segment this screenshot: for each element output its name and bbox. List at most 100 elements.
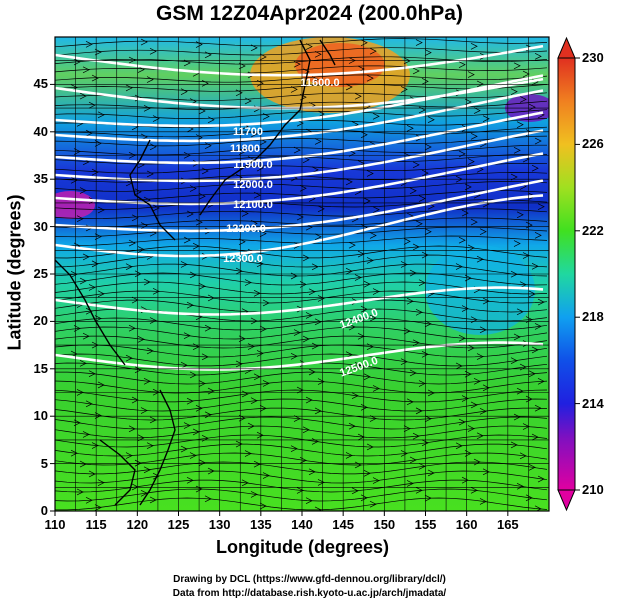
streamline-arrow	[250, 317, 258, 325]
streamline-arrow	[528, 290, 536, 298]
streamline-arrow	[88, 470, 96, 478]
streamline-arrow	[195, 404, 203, 412]
streamline-arrow	[88, 284, 96, 291]
streamline-arrow	[183, 422, 191, 429]
streamline-arrow	[91, 168, 99, 176]
streamline-arrow	[464, 98, 472, 106]
streamline-arrow	[311, 438, 319, 445]
streamline-arrow	[461, 476, 469, 484]
streamline-arrow	[125, 452, 133, 459]
streamline	[55, 162, 548, 174]
streamline-arrow	[259, 502, 267, 510]
streamline-arrow	[250, 220, 258, 227]
streamline-arrow	[131, 483, 139, 491]
streamline-arrow	[372, 385, 380, 392]
streamline-arrow	[482, 115, 490, 123]
streamline	[55, 47, 548, 56]
x-tick-label: 160	[455, 517, 478, 532]
streamline-arrow	[427, 469, 435, 477]
contour-label: 11600.0	[300, 77, 339, 89]
streamline-arrow	[238, 335, 246, 343]
streamline-arrow	[366, 170, 374, 177]
streamline-arrow	[256, 350, 264, 357]
streamline-arrow	[201, 434, 209, 442]
streamline-arrow	[238, 238, 246, 246]
streamline-arrow	[290, 86, 298, 93]
streamline	[55, 317, 548, 331]
streamline	[55, 461, 548, 475]
streamline-arrow	[412, 432, 420, 440]
streamline-arrow	[458, 418, 466, 426]
height-contour	[55, 111, 544, 165]
streamline-arrow	[244, 279, 252, 286]
streamline-arrow	[406, 297, 414, 305]
streamline-arrow	[464, 274, 472, 282]
streamline-arrow	[241, 390, 249, 398]
streamline-arrow	[409, 269, 417, 277]
streamline-arrow	[519, 281, 527, 288]
streamline-arrow	[73, 58, 81, 66]
streamline-arrow	[128, 324, 136, 332]
streamline-arrow	[510, 88, 518, 95]
streamline-arrow	[82, 66, 90, 74]
streamline-arrow	[348, 241, 356, 249]
streamline-arrow	[314, 506, 322, 511]
streamline-arrow	[131, 214, 139, 222]
streamline-arrow	[513, 147, 521, 154]
streamline-arrow	[470, 42, 478, 50]
streamline-arrow	[424, 320, 432, 328]
contour-label: 12100.0	[233, 199, 273, 211]
colorbar-min-arrow	[557, 489, 576, 512]
streamline-arrow	[415, 308, 423, 316]
streamline-arrow	[314, 233, 322, 241]
streamline-arrow	[464, 183, 472, 191]
china-coast	[55, 259, 126, 366]
streamline-arrow	[369, 500, 377, 508]
streamline-arrow	[250, 397, 258, 405]
streamline-arrow	[531, 346, 539, 354]
streamline-arrow	[351, 487, 359, 495]
streamline-arrow	[238, 148, 246, 155]
streamline-arrow	[94, 412, 102, 419]
streamline-arrow	[403, 425, 411, 432]
x-tick-label: 110	[44, 517, 66, 532]
streamline-arrow	[250, 491, 258, 498]
streamline-arrow	[94, 140, 102, 147]
grid	[55, 37, 549, 511]
streamline-arrow	[97, 290, 105, 298]
streamline	[55, 263, 548, 277]
streamline	[55, 389, 548, 403]
streamline-arrow	[354, 362, 362, 369]
streamline-arrow	[125, 263, 133, 271]
x-tick-label: 120	[126, 517, 149, 532]
streamline	[55, 335, 548, 349]
streamline-arrow	[204, 51, 212, 59]
streamline-arrow	[247, 343, 255, 350]
streamline-arrow	[531, 433, 539, 441]
streamline-arrow	[479, 228, 487, 235]
warm-core	[295, 43, 385, 87]
streamline-arrow	[88, 370, 96, 378]
streamline-arrow	[372, 113, 380, 120]
contour-label: 12000.0	[233, 179, 273, 191]
streamline-arrow	[125, 84, 133, 92]
streamline-arrow	[73, 148, 81, 155]
streamline-arrow	[290, 445, 298, 452]
streamline-arrow	[366, 257, 374, 264]
streamline-arrow	[198, 380, 206, 387]
streamline-arrow	[140, 222, 148, 229]
streamline-arrow	[415, 487, 423, 494]
streamline-arrow	[351, 392, 359, 400]
height-contour	[55, 74, 544, 128]
streamline-arrow	[70, 449, 78, 457]
streamline	[55, 353, 548, 367]
streamline	[55, 497, 548, 511]
streamline-arrow	[366, 74, 374, 82]
streamline-arrow	[207, 467, 215, 475]
y-tick-label: 10	[33, 408, 48, 424]
streamline-arrow	[253, 460, 261, 468]
streamline-arrow	[146, 76, 154, 83]
streamline-arrow	[293, 415, 301, 422]
streamline-arrow	[516, 211, 524, 219]
streamline-arrow	[131, 396, 139, 404]
